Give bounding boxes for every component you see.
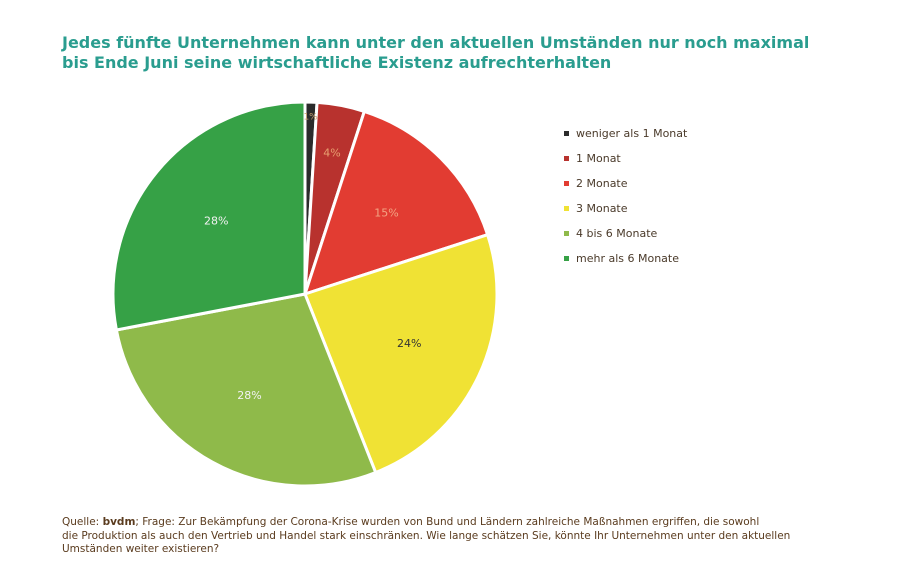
legend-item-1-monat: 1 Monat [564,151,687,165]
legend-label: weniger als 1 Monat [576,126,688,140]
pie-label-1-monat: 4% [323,147,340,160]
legend-item-mehr-als-6-monate: mehr als 6 Monate [564,251,687,265]
legend-label: 2 Monate [576,176,628,190]
pie-slice-mehr-als-6-monate [111,100,307,332]
legend-swatch [564,255,569,261]
legend-swatch [564,130,569,136]
pie-slice-4-bis-6-monate [114,292,378,488]
source-line1-rest: ; Frage: Zur Bekämpfung der Corona-Krise… [135,516,760,528]
source-line1: Quelle: bvdm; Frage: Zur Bekämpfung der … [62,516,842,530]
pie-label-3-monate: 24% [397,337,421,350]
chart-title: Jedes fünfte Unternehmen kann unter den … [62,33,822,73]
legend-label: 4 bis 6 Monate [576,226,658,240]
legend-swatch [564,155,569,161]
legend-label: 1 Monat [576,151,621,165]
pie-labels: 1% 4% 15% 24% 28% 28% [204,113,421,402]
source-line2: die Produktion als auch den Vertrieb und… [62,529,791,542]
chart-title-line1: Jedes fünfte Unternehmen kann unter den … [62,33,810,52]
source-note: Quelle: bvdm; Frage: Zur Bekämpfung der … [62,516,842,557]
legend: weniger als 1 Monat 1 Monat 2 Monate 3 Mona… [564,127,687,277]
pie-slices [111,100,499,488]
legend-swatch [564,230,569,236]
legend-item-2-monate: 2 Monate [564,176,687,190]
source-line3: Umständen weiter existieren? [62,543,220,555]
pie-label-weniger-als-1-monat: 1% [303,113,318,123]
legend-item-3-monate: 3 Monate [564,201,687,215]
source-org: bvdm [102,516,136,528]
chart-title-line2: bis Ende Juni seine wirtschaftliche Exis… [62,53,612,72]
legend-label: 3 Monate [576,201,628,215]
pie-label-4-bis-6-monate: 28% [237,389,261,402]
legend-label: mehr als 6 Monate [576,251,680,265]
pie-label-2-monate: 15% [374,207,398,220]
pie-label-mehr-als-6-monate: 28% [204,215,228,228]
source-prefix: Quelle: [62,516,103,528]
legend-swatch [564,180,569,186]
legend-swatch [564,205,569,211]
legend-item-4-bis-6-monate: 4 bis 6 Monate [564,226,687,240]
legend-item-weniger-als-1-monat: weniger als 1 Monat [564,126,688,140]
